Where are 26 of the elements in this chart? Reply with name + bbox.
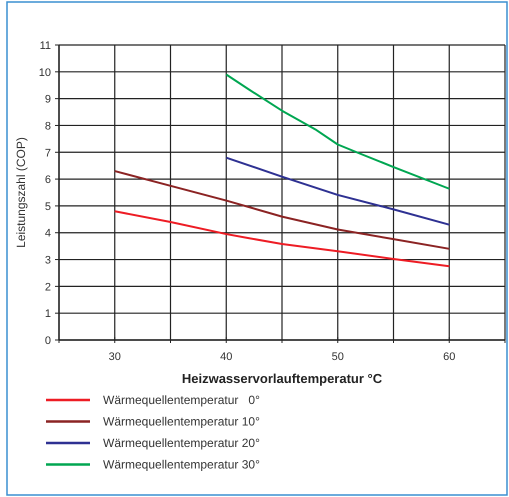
x-tick-label: 30 bbox=[108, 351, 121, 363]
legend-label: Wärmequellentemperatur 0° bbox=[103, 393, 260, 407]
y-tick-label: 4 bbox=[44, 228, 51, 240]
y-tick-label: 1 bbox=[44, 308, 51, 320]
line-series bbox=[225, 156, 450, 226]
line-series bbox=[114, 170, 450, 250]
y-tick-label: 11 bbox=[40, 40, 51, 52]
y-tick-label: 0 bbox=[44, 335, 51, 347]
y-tick-label: 5 bbox=[44, 200, 51, 213]
x-tick-label: 40 bbox=[220, 351, 232, 363]
line-series bbox=[114, 210, 450, 268]
legend-label: Wärmequellentemperatur 10° bbox=[103, 414, 260, 428]
y-tick-label: 7 bbox=[44, 147, 51, 160]
y-axis-title: Leistungszahl (COP) bbox=[14, 137, 28, 248]
y-tick-label: 2 bbox=[44, 281, 51, 294]
y-tick-label: 9 bbox=[44, 94, 51, 106]
x-tick-label: 50 bbox=[332, 351, 344, 363]
x-tick-label: 60 bbox=[443, 351, 456, 363]
legend-label: Wärmequellentemperatur 20° bbox=[103, 436, 260, 450]
y-tick-label: 6 bbox=[44, 174, 51, 186]
x-axis-title: Heizwasservorlauftemperatur °C bbox=[182, 371, 383, 386]
y-tick-label: 8 bbox=[44, 120, 51, 132]
y-tick-label: 10 bbox=[38, 66, 51, 79]
legend-label: Wärmequellentemperatur 30° bbox=[103, 458, 260, 472]
line-series bbox=[225, 74, 450, 190]
y-tick-label: 3 bbox=[44, 254, 51, 267]
